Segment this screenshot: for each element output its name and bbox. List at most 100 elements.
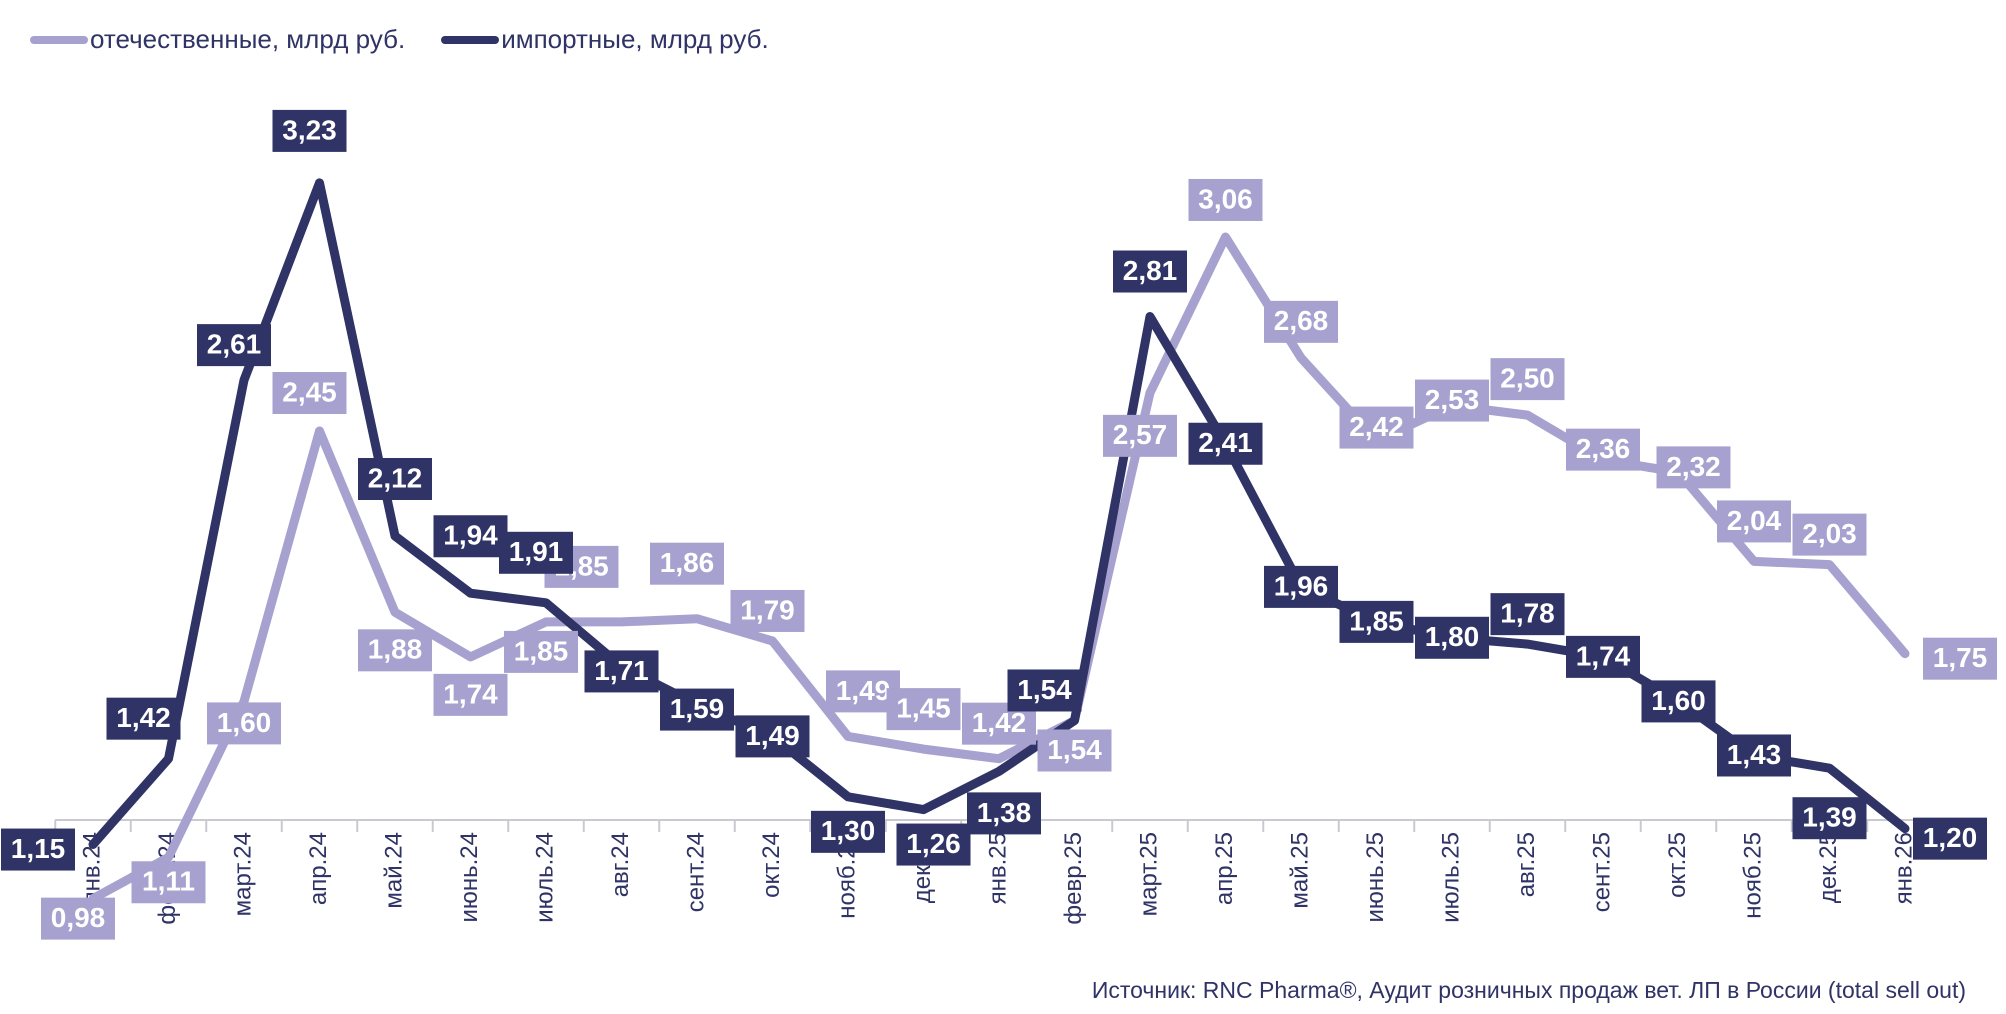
data-label-text: 1,85 — [514, 635, 569, 666]
data-label-box — [41, 897, 115, 940]
x-tick-label: окт.24 — [758, 832, 785, 898]
data-label-text: 1,20 — [1923, 822, 1978, 853]
data-label-domestic: 2,50 — [1490, 358, 1565, 401]
data-label-box — [1339, 600, 1414, 643]
data-label-import: 1,15 — [1, 828, 75, 871]
data-label-box — [1913, 817, 1987, 860]
data-label-box — [1264, 565, 1338, 608]
data-label-box — [967, 792, 1041, 835]
data-label-box — [1113, 250, 1187, 293]
data-label-box — [433, 673, 508, 716]
data-label-import: 1,74 — [1566, 635, 1640, 678]
data-label-text: 1,91 — [509, 536, 564, 567]
data-label-domestic: 2,36 — [1566, 428, 1640, 471]
x-tick-label: сент.24 — [682, 832, 709, 912]
data-label-import: 1,38 — [967, 792, 1041, 835]
data-label-text: 1,80 — [1425, 621, 1480, 652]
legend-swatch-import — [441, 35, 500, 44]
data-label-box — [1656, 446, 1731, 489]
data-label-domestic: 1,86 — [650, 542, 724, 585]
data-label-text: 3,23 — [282, 114, 337, 145]
x-tick-label: февр.25 — [1060, 832, 1087, 925]
data-label-box — [735, 715, 810, 758]
data-label-domestic: 2,04 — [1717, 500, 1791, 543]
data-label-box — [1792, 513, 1867, 556]
data-label-text: 1,49 — [836, 675, 891, 706]
data-label-domestic: 1,60 — [207, 702, 281, 745]
data-label-import: 1,96 — [1264, 565, 1338, 608]
data-label-text: 1,54 — [1047, 734, 1102, 765]
data-label-box — [1490, 593, 1565, 636]
data-label-box — [1188, 178, 1263, 221]
data-label-box — [131, 861, 206, 904]
data-label-text: 2,50 — [1500, 363, 1555, 394]
data-label-text: 1,30 — [821, 815, 876, 846]
data-label-box — [811, 810, 885, 853]
data-label-import: 2,81 — [1113, 250, 1187, 293]
data-label-box — [1641, 680, 1716, 723]
x-tick-label: май.25 — [1286, 832, 1313, 909]
data-label-box — [1339, 406, 1414, 449]
data-label-import: 1,71 — [584, 650, 659, 693]
data-label-text: 1,79 — [740, 594, 795, 625]
data-label-domestic: 2,42 — [1339, 406, 1414, 449]
data-label-box — [1007, 669, 1082, 712]
data-label-domestic: 1,75 — [1923, 637, 1997, 680]
data-label-import: 1,39 — [1792, 797, 1867, 840]
x-tick-label: июль.25 — [1437, 832, 1464, 923]
data-label-domestic: 1,74 — [433, 673, 508, 716]
data-label-text: 1,88 — [368, 634, 423, 665]
x-tick-label: янв.26 — [1890, 832, 1917, 904]
data-label-import: 1,85 — [1339, 600, 1414, 643]
data-label-text: 2,68 — [1274, 305, 1329, 336]
data-label-domestic: 1,11 — [131, 861, 206, 904]
x-tick-label: авг.24 — [607, 832, 634, 897]
data-label-text: 2,45 — [282, 376, 337, 407]
data-label-box — [272, 372, 347, 415]
x-tick-label: дек.25 — [1815, 832, 1842, 903]
data-label-text: 1,94 — [443, 520, 498, 551]
x-tick-label: янв.25 — [984, 832, 1011, 904]
data-label-import: 1,26 — [896, 823, 971, 866]
data-label-text: 1,60 — [1651, 685, 1706, 716]
data-label-text: 2,57 — [1113, 419, 1168, 450]
data-label-text: 1,78 — [1500, 598, 1555, 629]
x-tick-label: авг.25 — [1513, 832, 1540, 897]
data-label-text: 2,36 — [1576, 433, 1631, 464]
data-label-text: 1,86 — [660, 547, 715, 578]
data-label-box — [650, 542, 724, 585]
data-label-text: 1,60 — [217, 707, 272, 738]
legend-swatch-domestic — [30, 35, 88, 44]
data-label-domestic: 1,42 — [962, 702, 1036, 745]
data-label-box — [1566, 428, 1640, 471]
data-label-text: 2,42 — [1349, 411, 1404, 442]
x-tick-label: апр.24 — [305, 832, 332, 905]
data-label-text: 0,98 — [51, 902, 106, 933]
data-label-box — [1415, 616, 1489, 659]
data-label-box — [584, 650, 659, 693]
data-label-text: 2,12 — [368, 462, 423, 493]
data-label-box — [1415, 379, 1489, 422]
data-label-text: 1,26 — [906, 828, 961, 859]
data-label-text: 1,15 — [11, 833, 66, 864]
data-label-text: 1,74 — [443, 678, 498, 709]
data-label-box — [1, 828, 75, 871]
data-label-text: 2,81 — [1123, 255, 1178, 286]
data-label-import: 1,91 — [499, 531, 573, 574]
data-label-box — [433, 515, 508, 558]
data-label-import: 1,54 — [1007, 669, 1082, 712]
legend-item-import: импортные, млрд руб. — [441, 24, 769, 55]
data-label-text: 2,04 — [1727, 505, 1782, 536]
data-label-box — [358, 457, 432, 500]
data-label-domestic: 1,79 — [730, 589, 805, 632]
data-label-import: 2,41 — [1188, 422, 1263, 465]
data-label-text: 1,49 — [745, 720, 800, 751]
data-label-import: 2,12 — [358, 457, 432, 500]
x-tick-label: сент.25 — [1588, 832, 1615, 912]
data-label-box — [660, 688, 734, 731]
data-label-text: 1,59 — [670, 693, 725, 724]
data-label-domestic: 1,85 — [504, 630, 578, 673]
data-label-text: 1,38 — [977, 797, 1032, 828]
x-tick-label: окт.25 — [1664, 832, 1691, 898]
data-label-import: 1,78 — [1490, 593, 1565, 636]
